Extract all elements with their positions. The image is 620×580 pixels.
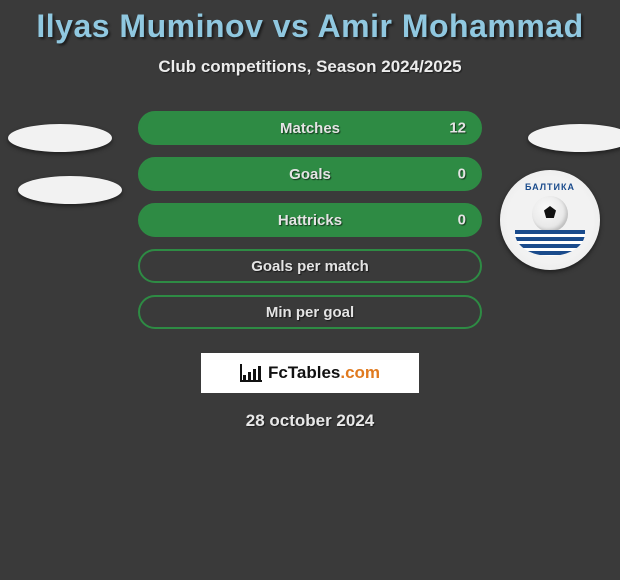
stat-value-right: 12 — [449, 120, 466, 137]
stat-label: Min per goal — [266, 304, 354, 321]
stat-row-hattricks: Hattricks 0 — [0, 197, 620, 243]
stat-row-goals: Goals 0 — [0, 151, 620, 197]
page-title: Ilyas Muminov vs Amir Mohammad — [0, 0, 620, 45]
branding-badge: FcTables.com — [201, 353, 419, 393]
stat-pill: Hattricks 0 — [138, 203, 482, 237]
footer-date: 28 october 2024 — [0, 411, 620, 431]
stat-label: Hattricks — [278, 212, 342, 229]
stat-value-right: 0 — [458, 212, 466, 229]
stat-pill: Goals per match — [138, 249, 482, 283]
brand-tld: .com — [340, 363, 380, 382]
stat-row-gpm: Goals per match — [0, 243, 620, 289]
chart-icon — [240, 364, 262, 382]
stat-label: Goals per match — [251, 258, 369, 275]
stat-row-mpg: Min per goal — [0, 289, 620, 335]
stat-pill: Goals 0 — [138, 157, 482, 191]
brand-name: FcTables — [268, 363, 340, 382]
stats-table: Matches 12 Goals 0 Hattricks 0 Goals per… — [0, 105, 620, 335]
stat-pill: Matches 12 — [138, 111, 482, 145]
stat-value-right: 0 — [458, 166, 466, 183]
page-subtitle: Club competitions, Season 2024/2025 — [0, 57, 620, 77]
stat-row-matches: Matches 12 — [0, 105, 620, 151]
brand-text: FcTables.com — [268, 363, 380, 383]
stat-pill: Min per goal — [138, 295, 482, 329]
stat-label: Matches — [280, 120, 340, 137]
stat-label: Goals — [289, 166, 331, 183]
